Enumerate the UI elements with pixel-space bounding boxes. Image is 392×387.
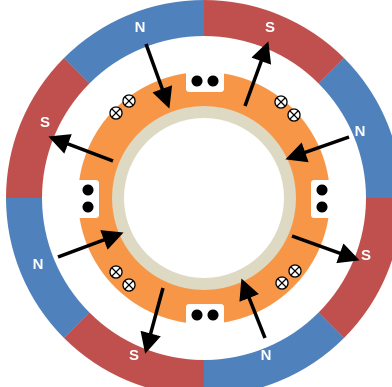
arrow	[57, 230, 124, 259]
arrow	[285, 135, 350, 163]
center	[124, 118, 284, 278]
conductor-cross	[122, 278, 136, 292]
conductor-cross	[109, 265, 123, 279]
slot	[186, 70, 224, 92]
pole-label: N	[135, 19, 146, 36]
arrows	[48, 41, 360, 354]
arrow	[144, 43, 173, 109]
conductor-cross	[109, 106, 123, 120]
conductor-cross	[287, 108, 301, 122]
slot	[311, 180, 333, 218]
conductor-cross	[122, 94, 136, 108]
conductor-crosses	[109, 94, 302, 292]
pole-label: S	[361, 247, 371, 264]
cross-line	[124, 96, 134, 106]
cross-line	[124, 280, 134, 290]
slots	[77, 70, 333, 326]
conductor-dot	[191, 309, 203, 321]
cross-line	[289, 110, 299, 120]
conductor-cross	[274, 95, 288, 109]
arrow	[239, 278, 267, 339]
arrow	[140, 287, 165, 354]
conductor-dot	[191, 75, 203, 87]
conductor-dot	[316, 201, 328, 213]
conductor-dot	[207, 309, 219, 321]
slot	[186, 304, 224, 326]
pole-label: N	[355, 123, 366, 140]
cross-line	[111, 108, 121, 118]
pole-label: N	[33, 256, 44, 273]
conductor-dot	[316, 184, 328, 196]
conductor-dot	[207, 75, 219, 87]
cross-line	[276, 97, 286, 107]
conductor-cross	[288, 264, 302, 278]
cross-line	[111, 267, 121, 277]
conductor-cross	[275, 276, 289, 290]
pole-label: S	[40, 114, 50, 131]
conductor-dot	[82, 184, 94, 196]
arrow	[291, 234, 360, 264]
conductor-dot	[82, 201, 94, 213]
slot	[77, 180, 99, 218]
pole-labels: N S N S N S N S	[33, 19, 371, 364]
cross-line	[290, 266, 300, 276]
arrow	[48, 134, 114, 163]
pole-label: S	[265, 19, 275, 36]
pole-label: S	[129, 347, 139, 364]
arrow	[243, 41, 272, 107]
cross-line	[277, 278, 287, 288]
pole-label: N	[261, 347, 272, 364]
